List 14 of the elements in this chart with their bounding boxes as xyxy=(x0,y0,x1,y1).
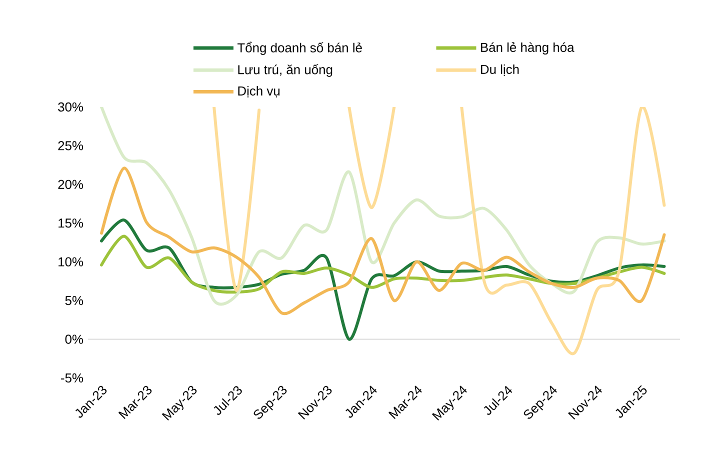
y-tick-label: 15% xyxy=(58,218,84,228)
y-tick-label: 20% xyxy=(58,180,84,189)
y-tick-label: 25% xyxy=(58,141,84,150)
y-tick-label: 5% xyxy=(65,296,84,306)
legend-label: Bán lẻ hàng hóa xyxy=(481,42,574,55)
y-tick-label: -5% xyxy=(61,373,84,383)
y-tick-label: 30% xyxy=(58,102,84,112)
legend-label: Du lịch xyxy=(481,64,519,76)
line-series xyxy=(100,166,666,315)
legend-label: Dịch vụ xyxy=(238,86,280,98)
y-tick-label: 0% xyxy=(65,334,84,344)
legend-label: Lưu trú, ăn uống xyxy=(238,64,332,77)
legend-label: Tổng doanh số bán lẻ xyxy=(237,42,362,55)
y-tick-label: 10% xyxy=(58,257,84,266)
